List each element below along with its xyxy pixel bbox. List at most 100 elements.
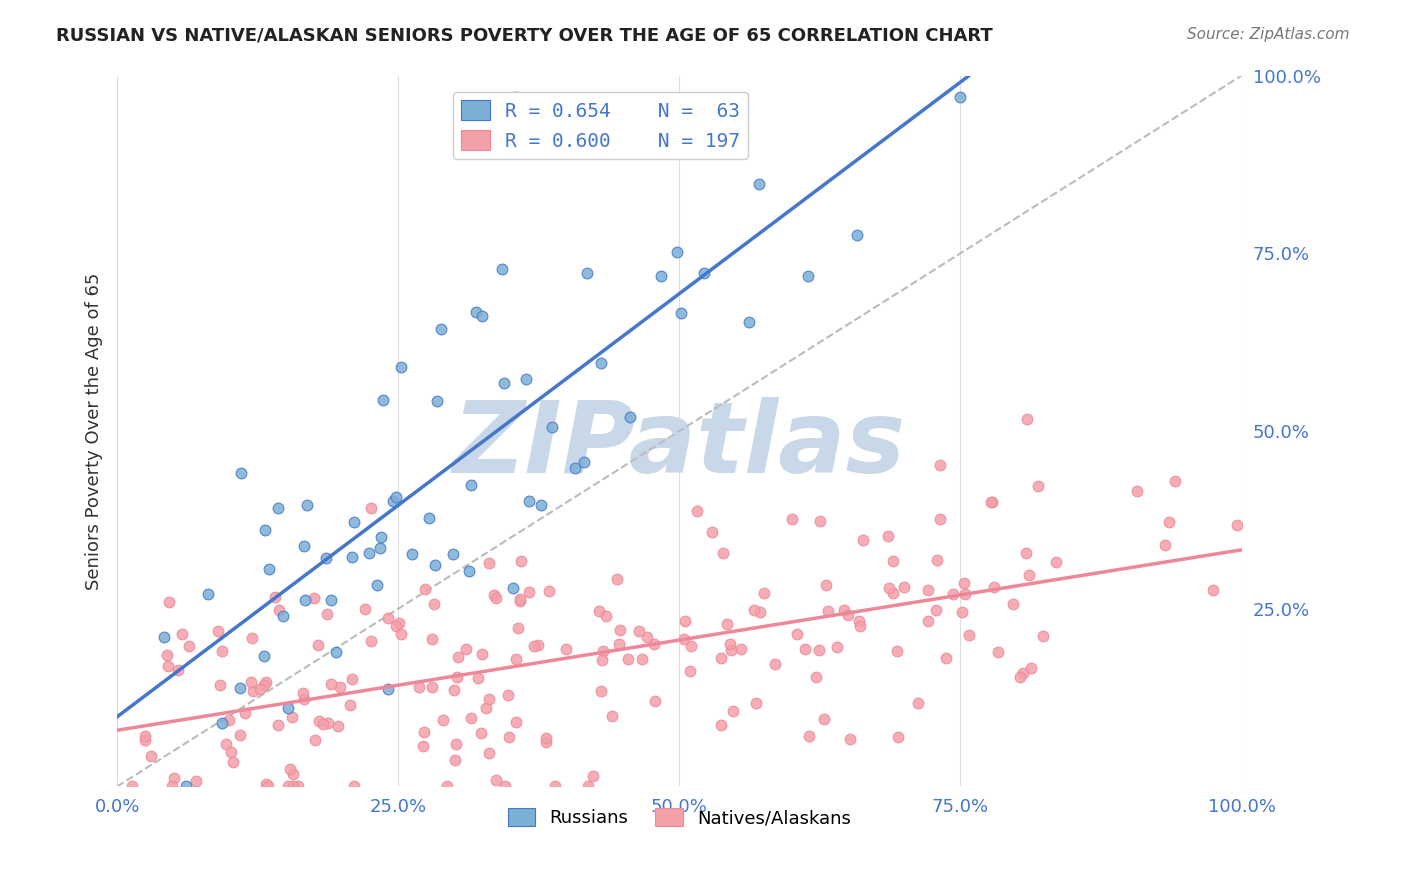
Point xyxy=(443,753,465,767)
Point xyxy=(502,581,524,595)
Point xyxy=(745,697,768,711)
Point xyxy=(720,642,742,657)
Point xyxy=(211,715,233,730)
Point xyxy=(389,360,412,375)
Point xyxy=(377,682,399,697)
Point xyxy=(1032,629,1054,643)
Point xyxy=(340,673,363,687)
Point xyxy=(591,356,613,370)
Point xyxy=(384,491,406,505)
Point xyxy=(591,683,613,698)
Point xyxy=(197,587,219,601)
Text: ZIPatlas: ZIPatlas xyxy=(453,397,905,493)
Point xyxy=(304,732,326,747)
Point xyxy=(423,598,446,612)
Point xyxy=(710,651,733,665)
Point xyxy=(631,652,654,666)
Point xyxy=(893,580,915,594)
Point xyxy=(813,712,835,726)
Point xyxy=(782,511,804,525)
Point xyxy=(887,730,910,744)
Point xyxy=(576,266,599,280)
Point xyxy=(444,737,467,751)
Point xyxy=(319,676,342,690)
Point xyxy=(672,632,695,647)
Point xyxy=(354,602,377,616)
Point xyxy=(326,718,349,732)
Point xyxy=(478,747,501,761)
Point xyxy=(619,409,641,424)
Point xyxy=(412,739,434,754)
Point xyxy=(157,658,180,673)
Point xyxy=(295,499,318,513)
Point xyxy=(628,624,651,639)
Point xyxy=(794,641,817,656)
Point xyxy=(292,692,315,706)
Point xyxy=(527,639,550,653)
Point xyxy=(544,780,567,794)
Point xyxy=(1202,582,1225,597)
Point xyxy=(475,701,498,715)
Point xyxy=(166,663,188,677)
Point xyxy=(315,607,337,621)
Point xyxy=(339,698,361,713)
Point xyxy=(494,780,516,794)
Point xyxy=(730,642,752,657)
Point xyxy=(935,651,957,665)
Point xyxy=(315,550,337,565)
Point xyxy=(366,578,388,592)
Point xyxy=(679,664,702,678)
Point xyxy=(748,177,770,191)
Point xyxy=(1164,474,1187,488)
Point xyxy=(907,697,929,711)
Point xyxy=(509,591,531,606)
Point xyxy=(882,553,904,567)
Point xyxy=(917,582,939,597)
Point xyxy=(686,504,709,518)
Point xyxy=(156,648,179,663)
Point xyxy=(720,637,742,651)
Point xyxy=(413,582,436,597)
Point xyxy=(676,128,699,143)
Point xyxy=(505,652,527,666)
Point xyxy=(207,624,229,638)
Point xyxy=(329,680,352,694)
Point xyxy=(465,305,488,319)
Point xyxy=(814,577,837,591)
Point xyxy=(494,376,516,390)
Point xyxy=(530,498,553,512)
Point xyxy=(928,458,950,472)
Point xyxy=(534,731,557,746)
Point xyxy=(418,511,440,525)
Point xyxy=(277,700,299,714)
Point xyxy=(510,553,533,567)
Point xyxy=(1159,515,1181,529)
Point xyxy=(711,546,734,560)
Point xyxy=(877,581,900,595)
Point xyxy=(436,780,458,794)
Point xyxy=(498,730,520,744)
Point xyxy=(917,614,939,628)
Point xyxy=(636,630,658,644)
Point xyxy=(523,639,546,653)
Point xyxy=(749,606,772,620)
Point xyxy=(491,262,513,277)
Point xyxy=(277,780,299,794)
Point xyxy=(485,773,508,788)
Point xyxy=(1015,546,1038,560)
Point xyxy=(1154,538,1177,552)
Point xyxy=(848,614,870,628)
Point xyxy=(292,539,315,553)
Point xyxy=(240,632,263,646)
Point xyxy=(254,675,277,690)
Point xyxy=(817,604,839,618)
Point xyxy=(302,591,325,605)
Point xyxy=(253,649,276,664)
Point xyxy=(371,393,394,408)
Point xyxy=(808,642,831,657)
Point xyxy=(1226,517,1249,532)
Point xyxy=(470,726,492,740)
Point xyxy=(291,686,314,700)
Point xyxy=(408,680,430,694)
Point xyxy=(1126,483,1149,498)
